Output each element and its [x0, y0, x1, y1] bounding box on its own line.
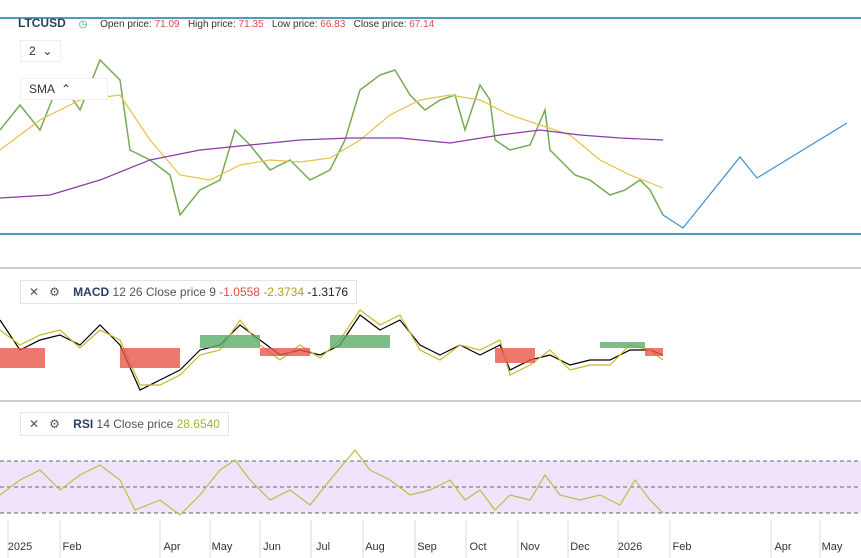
x-tick-label: May — [212, 541, 233, 553]
symbol: LTCUSD — [18, 16, 66, 30]
macd-legend: ✕ ⚙ MACD 12 26 Close price 9 -1.0558 -2.3… — [20, 280, 358, 304]
settings-icon[interactable]: ⚙ — [49, 285, 60, 299]
x-tick-label: 2025 — [8, 541, 32, 553]
rsi-value: 28.6540 — [176, 417, 220, 431]
low-value: 66.83 — [320, 19, 346, 30]
indicator-value: SMA — [29, 82, 55, 96]
sma-slow — [0, 129, 664, 199]
x-tick-label: Dec — [570, 541, 590, 553]
macd-name: MACD — [73, 285, 110, 299]
high-label: High price: — [187, 19, 236, 30]
x-tick-label: Jun — [263, 541, 281, 553]
x-tick-label: Feb — [63, 541, 82, 553]
x-tick-label: Apr — [163, 541, 180, 553]
x-tick-label: Sep — [417, 541, 437, 553]
macd-line — [0, 314, 664, 391]
macd-hist — [200, 335, 260, 348]
clock-icon[interactable]: ◷ — [78, 19, 88, 30]
interval-value: 2 — [29, 44, 36, 58]
x-tick-label: Feb — [673, 541, 692, 553]
settings-icon[interactable]: ⚙ — [49, 417, 60, 431]
interval-select[interactable]: 2 ⌄ — [20, 40, 62, 62]
projection — [662, 122, 848, 229]
x-axis: 2025 Feb Apr May Jun Jul Aug Sep Oct Nov Dec 2026 Fe… — [7, 520, 843, 558]
indicator-select[interactable]: SMA ⌃ — [20, 78, 108, 100]
price-line — [0, 58, 664, 217]
close-icon[interactable]: ✕ — [29, 417, 40, 431]
open-label: Open price: — [100, 19, 152, 30]
sma-fast — [0, 94, 664, 189]
x-tick-label: Nov — [520, 541, 540, 553]
high-value: 71.35 — [238, 19, 264, 30]
x-tick-label: Jul — [316, 541, 330, 553]
close-icon[interactable]: ✕ — [29, 285, 40, 299]
macd-hist — [260, 348, 310, 356]
signal-value: -2.3734 — [263, 285, 305, 299]
hist-value: -1.3176 — [307, 285, 349, 299]
macd-hist — [0, 348, 45, 368]
rsi-line — [0, 449, 664, 516]
open-value: 71.09 — [154, 19, 180, 30]
macd-hist — [120, 348, 180, 368]
low-label: Low price: — [271, 19, 318, 30]
macd-hist — [600, 342, 645, 348]
x-tick-label: Aug — [365, 541, 385, 553]
macd-params: 12 26 Close price 9 — [112, 285, 216, 299]
macd-value: -1.0558 — [219, 285, 260, 299]
x-tick-label: 2026 — [618, 541, 642, 553]
rsi-params: 14 Close price — [96, 417, 174, 431]
macd-hist — [495, 348, 535, 363]
close-value: 67.14 — [409, 19, 435, 30]
x-tick-label: Apr — [774, 541, 791, 553]
rsi-name: RSI — [73, 417, 94, 431]
x-tick-label: May — [822, 541, 843, 553]
close-label: Close price: — [353, 19, 407, 30]
macd-hist — [330, 335, 390, 348]
rsi-legend: ✕ ⚙ RSI 14 Close price 28.6540 — [20, 412, 229, 436]
x-tick-label: Oct — [469, 541, 486, 553]
macd-hist — [645, 348, 663, 356]
